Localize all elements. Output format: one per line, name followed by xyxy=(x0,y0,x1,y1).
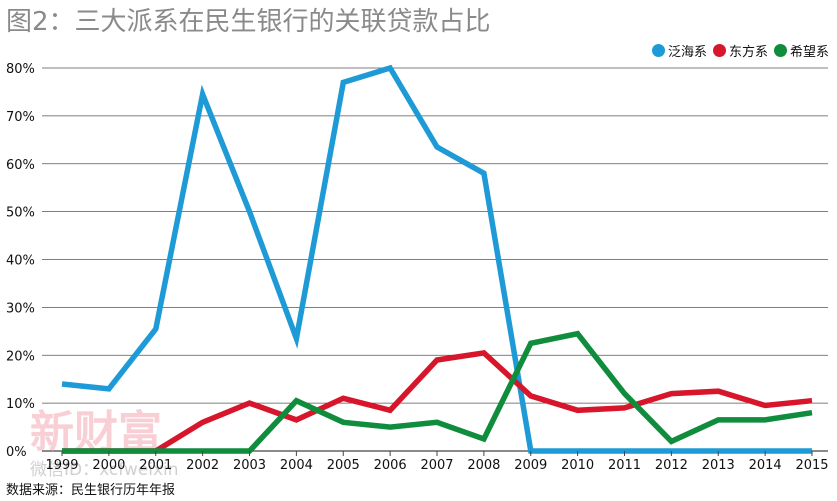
legend-item-fanhai: 泛海系 xyxy=(651,41,707,60)
legend: 泛海系 东方系 希望系 xyxy=(651,41,829,60)
x-tick-label: 2002 xyxy=(186,458,219,473)
legend-swatch-dongfang xyxy=(712,44,726,57)
watermark-account: 微信ID：xcfweixin xyxy=(30,460,179,480)
x-tick-label: 2012 xyxy=(655,458,688,473)
y-tick-label: 40% xyxy=(6,254,35,269)
x-tick-label: 2006 xyxy=(374,458,407,473)
legend-item-dongfang: 东方系 xyxy=(712,41,768,60)
x-tick-label: 2009 xyxy=(514,458,547,473)
series-line-xiwang xyxy=(62,330,813,454)
series-line-dongfang xyxy=(62,349,813,454)
x-tick-label: 2014 xyxy=(749,458,782,473)
y-tick-label: 10% xyxy=(6,397,35,412)
x-tick-label: 2015 xyxy=(795,458,828,473)
x-tick-label: 2007 xyxy=(420,458,453,473)
legend-label-dongfang: 东方系 xyxy=(728,45,768,60)
x-tick-label: 2000 xyxy=(92,458,125,473)
x-tick-label: 2013 xyxy=(702,458,735,473)
y-tick-label: 60% xyxy=(6,158,35,173)
y-tick-label: 0% xyxy=(6,445,27,460)
x-tick-label: 2001 xyxy=(139,458,172,473)
y-tick-label: 20% xyxy=(6,349,35,364)
y-tick-label: 80% xyxy=(6,62,35,77)
x-tick-label: 1999 xyxy=(45,458,78,473)
x-tick-label: 2005 xyxy=(327,458,360,473)
legend-item-xiwang: 希望系 xyxy=(773,41,829,60)
y-tick-label: 30% xyxy=(6,301,35,316)
y-tick-label: 50% xyxy=(6,206,35,221)
x-tick-label: 2008 xyxy=(467,458,500,473)
chart-title: 图2：三大派系在民生银行的关联贷款占比 xyxy=(6,7,491,37)
legend-swatch-fanhai xyxy=(651,44,665,57)
x-tick-label: 2010 xyxy=(561,458,594,473)
x-tick-label: 2004 xyxy=(280,458,313,473)
series-line-fanhai xyxy=(61,64,812,454)
legend-label-fanhai: 泛海系 xyxy=(667,45,707,60)
y-tick-label: 70% xyxy=(6,110,35,125)
x-tick-label: 2003 xyxy=(233,458,266,473)
legend-label-xiwang: 希望系 xyxy=(789,45,829,60)
x-tick-label: 2011 xyxy=(608,458,641,473)
legend-swatch-xiwang xyxy=(773,44,787,57)
data-source-note: 数据来源：民生银行历年年报 xyxy=(6,483,176,498)
